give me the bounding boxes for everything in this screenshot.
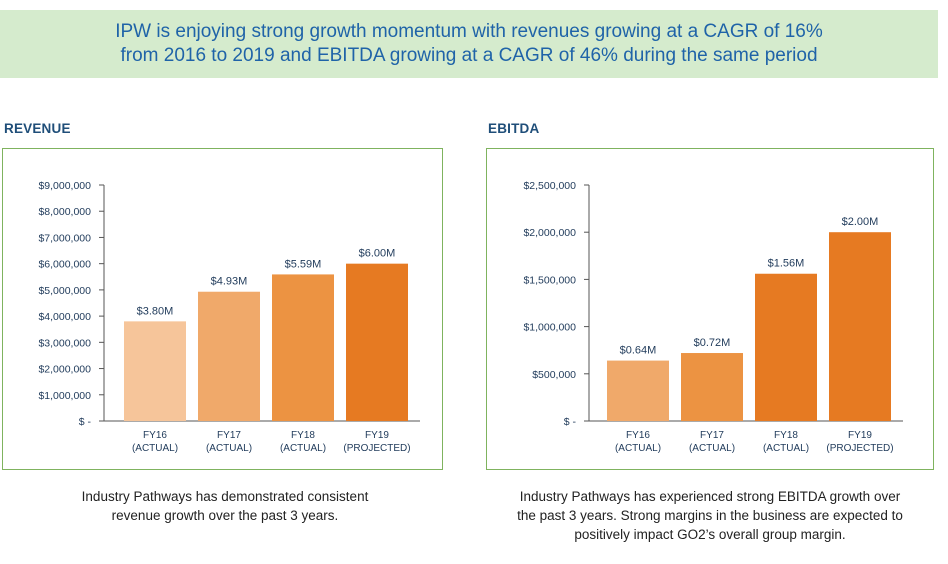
revenue-title: REVENUE	[4, 121, 71, 136]
revenue-y-tick-label: $ -	[79, 416, 92, 428]
revenue-x-tick-sublabel: (ACTUAL)	[206, 443, 252, 454]
revenue-x-tick-label: FY19	[365, 430, 389, 441]
ebitda-y-tick-label: $ -	[564, 416, 577, 428]
ebitda-bar-fy16	[607, 360, 669, 421]
revenue-data-label: $3.80M	[137, 305, 174, 317]
ebitda-caption-line-1: Industry Pathways has experienced strong…	[519, 489, 901, 504]
ebitda-bar-fy18	[755, 273, 817, 421]
ebitda-caption-line-3: positively impact GO2’s overall group ma…	[574, 527, 846, 542]
revenue-x-tick-sublabel: (ACTUAL)	[280, 443, 326, 454]
revenue-data-label: $6.00M	[359, 248, 396, 260]
revenue-y-tick-label: $2,000,000	[38, 364, 91, 376]
revenue-x-tick-sublabel: (PROJECTED)	[343, 443, 410, 454]
revenue-x-tick-label: FY17	[217, 430, 241, 441]
ebitda-x-tick-label: FY18	[774, 430, 798, 441]
revenue-caption-line-2: revenue growth over the past 3 years.	[111, 508, 339, 523]
revenue-y-tick-label: $9,000,000	[38, 180, 91, 192]
ebitda-caption-line-2: the past 3 years. Strong margins in the …	[517, 508, 903, 523]
revenue-bar-fy18	[272, 274, 334, 421]
revenue-caption: Industry Pathways has demonstrated consi…	[2, 487, 448, 525]
revenue-bar-fy19	[346, 263, 408, 421]
revenue-data-label: $4.93M	[211, 276, 248, 288]
ebitda-title: EBITDA	[488, 121, 540, 136]
revenue-y-tick-label: $4,000,000	[38, 311, 91, 323]
revenue-x-tick-label: FY18	[291, 430, 315, 441]
headline-line-1: IPW is enjoying strong growth momentum w…	[115, 21, 823, 42]
revenue-chart-panel: $ - $1,000,000 $2,000,000 $3,000,000 $4,000,…	[2, 148, 443, 470]
revenue-bar-fy17	[198, 291, 260, 421]
ebitda-data-label: $0.72M	[694, 337, 731, 349]
revenue-y-tick-label: $7,000,000	[38, 232, 91, 244]
ebitda-y-tick-label: $500,000	[532, 369, 576, 381]
ebitda-x-tick-sublabel: (ACTUAL)	[689, 443, 735, 454]
revenue-y-tick-label: $6,000,000	[38, 259, 91, 271]
ebitda-x-tick-label: FY19	[848, 430, 872, 441]
ebitda-data-label: $1.56M	[768, 258, 805, 270]
ebitda-x-tick-label: FY17	[700, 430, 724, 441]
ebitda-chart: $ - $500,000 $1,000,000 $1,500,000 $2,000,00…	[523, 180, 903, 454]
revenue-x-tick-label: FY16	[143, 430, 167, 441]
revenue-caption-line-1: Industry Pathways has demonstrated consi…	[81, 489, 369, 504]
ebitda-x-tick-sublabel: (ACTUAL)	[615, 443, 661, 454]
ebitda-bar-fy19	[829, 232, 891, 421]
ebitda-y-tick-label: $2,000,000	[523, 227, 576, 239]
revenue-bar-fy16	[124, 321, 186, 421]
ebitda-x-tick-sublabel: (ACTUAL)	[763, 443, 809, 454]
revenue-x-tick-sublabel: (ACTUAL)	[132, 443, 178, 454]
revenue-y-tick-label: $1,000,000	[38, 390, 91, 402]
ebitda-chart-panel: $ - $500,000 $1,000,000 $1,500,000 $2,000,00…	[486, 148, 934, 470]
ebitda-data-label: $0.64M	[620, 345, 657, 357]
revenue-y-tick-label: $5,000,000	[38, 285, 91, 297]
revenue-y-tick-label: $8,000,000	[38, 206, 91, 218]
ebitda-y-tick-label: $2,500,000	[523, 180, 576, 192]
ebitda-caption: Industry Pathways has experienced strong…	[486, 487, 934, 544]
revenue-y-tick-label: $3,000,000	[38, 337, 91, 349]
revenue-chart: $ - $1,000,000 $2,000,000 $3,000,000 $4,000,…	[38, 180, 420, 454]
ebitda-y-tick-label: $1,500,000	[523, 274, 576, 286]
ebitda-x-tick-sublabel: (PROJECTED)	[826, 443, 893, 454]
ebitda-data-label: $2.00M	[842, 216, 879, 228]
ebitda-x-tick-label: FY16	[626, 430, 650, 441]
revenue-data-label: $5.59M	[285, 258, 322, 270]
headline-banner: IPW is enjoying strong growth momentum w…	[0, 10, 938, 78]
headline-line-2: from 2016 to 2019 and EBITDA growing at …	[120, 45, 818, 66]
ebitda-y-tick-label: $1,000,000	[523, 322, 576, 334]
ebitda-bar-fy17	[681, 353, 743, 421]
